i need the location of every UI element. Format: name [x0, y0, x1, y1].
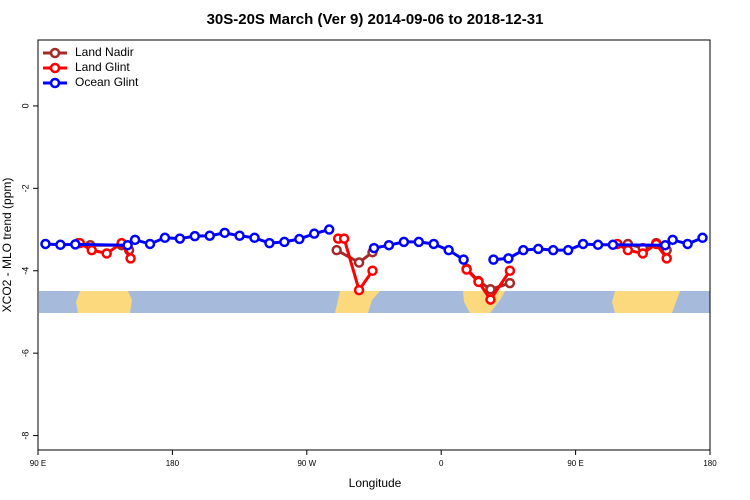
land-shape [335, 291, 380, 313]
point [204, 230, 215, 241]
point [234, 230, 245, 241]
point [70, 239, 81, 250]
legend-label: Land Glint [75, 60, 130, 74]
x-tick-label: 90 W [297, 459, 316, 468]
point [562, 244, 574, 256]
plot-frame [37, 39, 711, 451]
point [323, 224, 335, 235]
point [398, 236, 410, 248]
point [353, 284, 365, 296]
point [413, 236, 425, 248]
point [189, 230, 201, 242]
point [607, 239, 619, 251]
point [485, 284, 496, 295]
x-tick-label: 90 E [30, 459, 46, 468]
y-axis-label: XCO2 - MLO trend (ppm) [0, 178, 14, 313]
point [458, 254, 469, 265]
point [367, 265, 378, 277]
point [697, 232, 708, 244]
point [101, 248, 112, 259]
point [533, 243, 544, 255]
x-axis-label: Longitude [349, 476, 402, 490]
point [547, 244, 559, 256]
legend-marker [49, 77, 61, 89]
point [309, 228, 320, 239]
point [129, 234, 141, 246]
point [473, 276, 484, 288]
point [174, 233, 186, 244]
point [488, 254, 499, 265]
point [682, 238, 693, 250]
y-tick-label: -6 [20, 349, 30, 357]
point [264, 237, 275, 249]
x-tick-label: 0 [439, 459, 444, 468]
point [125, 253, 136, 264]
legend-label: Ocean Glint [75, 75, 139, 89]
point [122, 239, 133, 251]
point [637, 248, 649, 259]
land-shape [612, 291, 680, 313]
point [661, 253, 672, 264]
legend-marker [49, 62, 61, 74]
map-strip [39, 291, 710, 313]
point [592, 239, 604, 251]
land-shape [76, 291, 132, 313]
point [249, 232, 260, 244]
ocean-band [39, 291, 710, 313]
point [383, 239, 395, 251]
point [294, 233, 305, 245]
x-tick-label: 180 [703, 459, 717, 468]
y-tick-label: -2 [20, 184, 30, 192]
legend-marker [49, 47, 61, 59]
point [503, 253, 514, 264]
point [667, 234, 678, 246]
point [577, 238, 589, 250]
x-tick-label: 90 E [567, 459, 583, 468]
point [622, 244, 634, 256]
point [331, 244, 342, 256]
point [504, 265, 516, 277]
y-tick-label: -4 [20, 267, 30, 275]
y-tick-label: 0 [20, 103, 30, 108]
point [144, 238, 156, 250]
point [338, 233, 350, 244]
point [518, 244, 529, 256]
point [55, 239, 66, 251]
chart-title: 30S-20S March (Ver 9) 2014-09-06 to 2018… [207, 11, 544, 28]
point [659, 239, 671, 251]
point [86, 244, 98, 256]
point [504, 277, 516, 289]
point [159, 232, 171, 244]
x-tick-label: 180 [166, 459, 180, 468]
point [443, 244, 454, 256]
point [485, 294, 496, 305]
legend-label: Land Nadir [75, 45, 134, 59]
point [279, 236, 290, 248]
point [368, 242, 380, 254]
point [428, 238, 439, 250]
point [40, 238, 51, 250]
y-tick-label: -8 [20, 432, 30, 440]
point [219, 227, 230, 239]
point [353, 257, 365, 268]
point [461, 264, 472, 275]
